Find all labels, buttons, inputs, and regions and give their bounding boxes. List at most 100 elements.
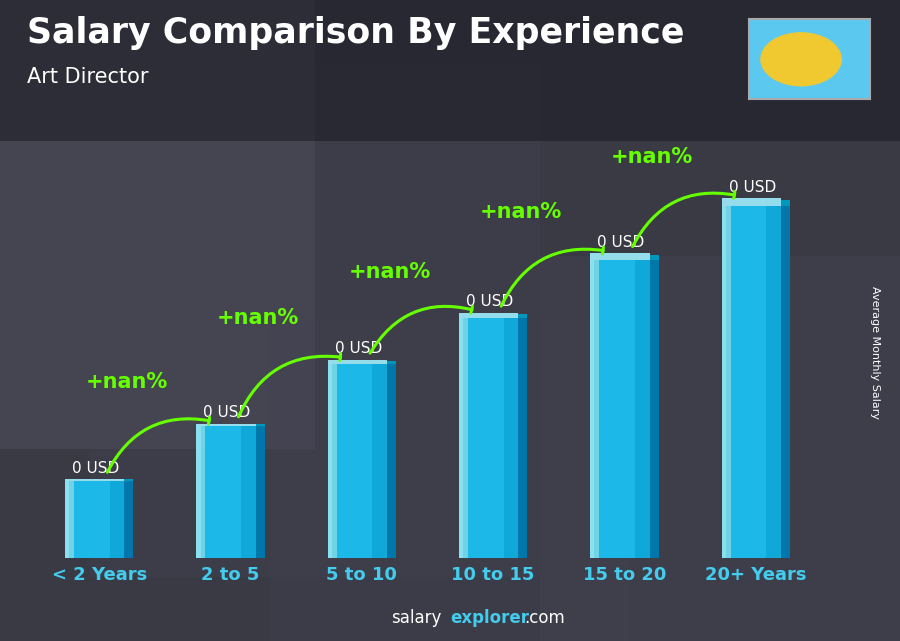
Bar — [74, 481, 77, 558]
Bar — [247, 426, 250, 558]
Bar — [754, 206, 757, 558]
Text: Art Director: Art Director — [27, 67, 148, 87]
Bar — [722, 198, 781, 206]
Bar — [772, 206, 775, 558]
Bar — [355, 364, 357, 558]
Bar — [253, 426, 256, 558]
Bar — [459, 318, 462, 558]
Bar — [205, 426, 208, 558]
Bar — [474, 318, 477, 558]
Bar — [760, 206, 763, 558]
Bar — [507, 318, 509, 558]
Bar — [650, 255, 659, 260]
Bar — [480, 318, 482, 558]
Text: 0 USD: 0 USD — [729, 179, 776, 194]
Text: +nan%: +nan% — [86, 372, 168, 392]
Bar — [330, 364, 334, 558]
Text: 0 USD: 0 USD — [72, 461, 120, 476]
Bar — [238, 426, 241, 558]
Bar — [334, 364, 337, 558]
Bar — [208, 426, 211, 558]
Bar — [482, 318, 486, 558]
Bar — [352, 364, 355, 558]
Bar — [629, 260, 632, 558]
Bar — [736, 206, 740, 558]
Bar — [83, 481, 86, 558]
Bar — [516, 318, 518, 558]
Bar — [220, 426, 223, 558]
Bar — [471, 318, 474, 558]
Bar — [214, 426, 217, 558]
Bar — [343, 364, 346, 558]
Bar — [632, 260, 634, 558]
Text: 0 USD: 0 USD — [203, 405, 251, 420]
Bar — [89, 481, 92, 558]
Bar — [745, 206, 749, 558]
Bar — [641, 260, 644, 558]
Text: 0 USD: 0 USD — [598, 235, 644, 250]
Bar — [364, 364, 366, 558]
Bar — [763, 206, 766, 558]
Bar — [724, 206, 727, 558]
Bar — [500, 318, 504, 558]
Bar — [346, 364, 348, 558]
Bar — [749, 206, 752, 558]
Bar — [384, 364, 387, 558]
Bar — [518, 318, 527, 558]
Text: .com: .com — [525, 609, 565, 627]
Bar — [599, 260, 602, 558]
Bar — [468, 318, 471, 558]
Text: salary: salary — [392, 609, 442, 627]
Bar — [387, 364, 396, 558]
Bar — [623, 260, 626, 558]
Bar — [226, 426, 230, 558]
Bar — [65, 481, 69, 558]
Bar — [196, 426, 201, 558]
Bar — [86, 481, 89, 558]
Bar — [212, 426, 214, 558]
Bar — [498, 318, 500, 558]
Bar — [734, 206, 736, 558]
Bar — [223, 426, 226, 558]
Bar — [382, 364, 384, 558]
Bar — [608, 260, 611, 558]
Bar — [644, 260, 647, 558]
Bar — [217, 426, 220, 558]
Text: explorer: explorer — [450, 609, 529, 627]
Bar — [328, 364, 330, 558]
Bar — [722, 206, 725, 558]
Text: +nan%: +nan% — [348, 262, 431, 281]
Bar — [112, 481, 115, 558]
Bar — [593, 260, 597, 558]
Bar — [518, 314, 527, 318]
Bar — [80, 481, 83, 558]
Bar — [196, 424, 256, 426]
Bar — [638, 260, 641, 558]
Bar — [369, 364, 373, 558]
Bar — [71, 481, 74, 558]
Bar — [605, 260, 608, 558]
Bar — [614, 260, 617, 558]
Bar — [250, 426, 253, 558]
Bar — [77, 481, 80, 558]
Bar — [124, 481, 133, 558]
Bar — [731, 206, 734, 558]
Bar — [512, 318, 516, 558]
Bar — [491, 318, 495, 558]
Bar — [775, 206, 778, 558]
Bar — [94, 481, 98, 558]
Bar — [107, 481, 110, 558]
Bar — [757, 206, 760, 558]
Bar — [68, 481, 71, 558]
Bar — [378, 364, 382, 558]
Bar — [101, 481, 104, 558]
Bar — [752, 206, 754, 558]
Bar — [509, 318, 512, 558]
Bar — [766, 206, 770, 558]
Bar — [373, 364, 375, 558]
Bar — [337, 364, 339, 558]
Bar — [597, 260, 599, 558]
Bar — [92, 481, 94, 558]
Bar — [740, 206, 742, 558]
Bar — [328, 364, 332, 558]
